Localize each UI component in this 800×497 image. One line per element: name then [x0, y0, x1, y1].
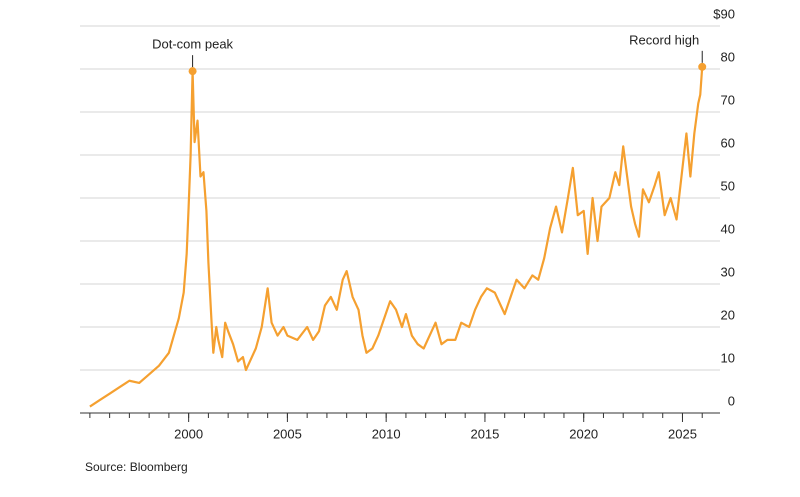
x-tick-label: 2015 — [470, 426, 499, 441]
y-tick-label: $90 — [713, 6, 735, 21]
annotation-label: Record high — [629, 32, 699, 47]
x-tick-label: 2025 — [668, 426, 697, 441]
y-tick-label: 50 — [721, 178, 735, 193]
y-tick-label: 40 — [721, 221, 735, 236]
y-tick-label: 80 — [721, 49, 735, 64]
y-tick-label: 20 — [721, 307, 735, 322]
annotation-label: Dot-com peak — [152, 37, 233, 52]
x-tick-label: 2020 — [569, 426, 598, 441]
y-tick-label: 10 — [721, 350, 735, 365]
source: Source: Bloomberg — [85, 460, 188, 474]
x-tick-label: 2000 — [174, 426, 203, 441]
annotation-point — [698, 62, 707, 71]
y-tick-label: 70 — [721, 92, 735, 107]
y-tick-label: 0 — [728, 393, 735, 408]
x-tick-label: 2005 — [273, 426, 302, 441]
x-tick-label: 2010 — [372, 426, 401, 441]
annotation-point — [188, 67, 197, 76]
y-tick-label: 60 — [721, 135, 735, 150]
y-tick-label: 30 — [721, 264, 735, 279]
line — [89, 66, 704, 408]
